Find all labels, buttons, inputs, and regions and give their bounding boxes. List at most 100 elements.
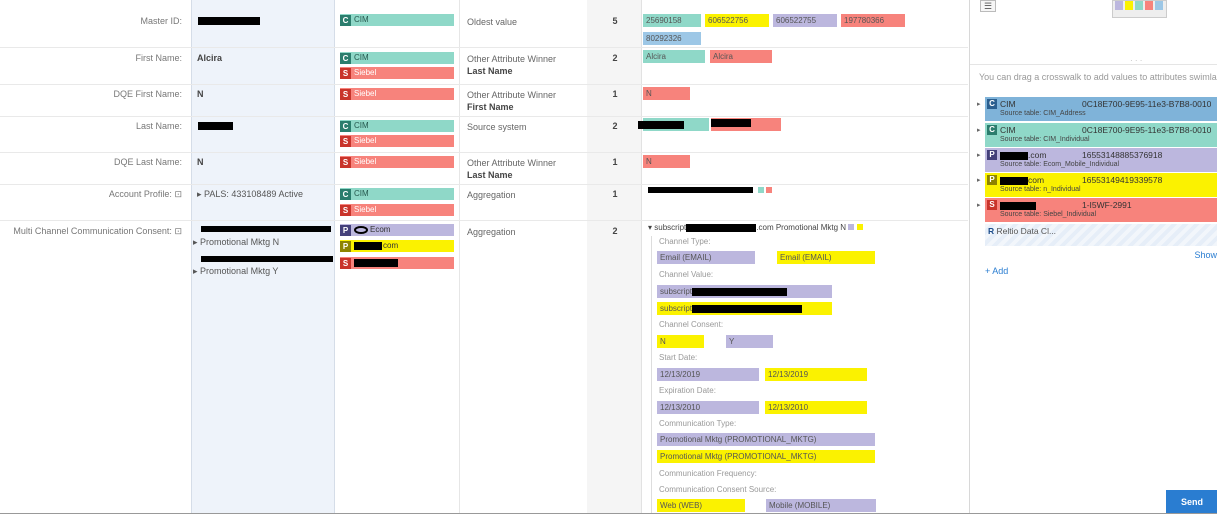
show-link[interactable]: Show: [1194, 250, 1217, 260]
source-cim[interactable]: C CIM: [340, 14, 454, 26]
count-last-name: 2: [612, 121, 618, 131]
expand-arrow-icon[interactable]: ▸: [977, 101, 981, 108]
value-chip[interactable]: 12/13/2010: [765, 401, 867, 414]
consent-item[interactable]: ▸ Promotional Mktg Y: [193, 266, 278, 277]
collapse-arrow-icon[interactable]: ▾: [648, 223, 653, 232]
crosswalk-item[interactable]: ▸ S 1-I5WF-2991 Source table: Siebel_Ind…: [977, 198, 1217, 222]
source-siebel[interactable]: S: [340, 257, 454, 269]
value-chip[interactable]: Y: [726, 335, 773, 348]
redacted-mark: [1000, 176, 1028, 185]
value-chip[interactable]: 25690158: [643, 14, 701, 27]
row-divider: [0, 152, 968, 153]
crosswalk-name: .com: [1000, 150, 1046, 160]
source-label: Ecom: [370, 225, 391, 234]
value-dqe-first-name: N: [197, 89, 204, 99]
crosswalk-id: 0C18E700-9E95-11e3-B7B8-0010: [1082, 125, 1212, 135]
source-ecom[interactable]: P Ecom: [340, 224, 454, 236]
add-crosswalk-link[interactable]: + Add: [985, 266, 1009, 276]
row-divider: [0, 47, 968, 48]
value-chip[interactable]: Mobile (MOBILE): [766, 499, 876, 512]
info-icon[interactable]: ⊡: [174, 226, 182, 236]
expand-arrow-icon[interactable]: ▸: [977, 177, 981, 184]
rule-text: Other Attribute Winner: [467, 54, 557, 64]
resize-handle[interactable]: · · ·: [1130, 56, 1143, 65]
value-chip[interactable]: subscript: [657, 285, 832, 298]
source-swatch: [758, 187, 764, 193]
label-mc-consent: Multi Channel Communication Consent: ⊡: [0, 226, 190, 237]
crosswalk-item[interactable]: ▸ P .com 16553148885376918 Source table:…: [977, 148, 1217, 172]
cim-tag-icon: C: [340, 120, 351, 132]
com-tag-icon: P: [340, 240, 351, 252]
sub-label-start-date: Start Date:: [659, 353, 698, 362]
redacted-value: [648, 187, 753, 193]
source-siebel[interactable]: S Siebel: [340, 204, 454, 216]
siebel-tag-icon: S: [340, 67, 351, 79]
value-chip[interactable]: 606522756: [705, 14, 769, 27]
panel-header: ☰ · · ·: [970, 0, 1217, 65]
expand-arrow-icon[interactable]: ▸: [977, 152, 981, 159]
crosswalk-item[interactable]: ▸ P com 16553149419339578 Source table: …: [977, 173, 1217, 197]
redacted-value: [198, 122, 233, 130]
window-bottom-border: [0, 513, 1217, 521]
info-icon[interactable]: ⊡: [174, 189, 182, 199]
thumbnail-preview: [1112, 0, 1167, 18]
value-chip[interactable]: 12/13/2019: [765, 368, 867, 381]
send-button[interactable]: Send: [1166, 490, 1217, 514]
value-chip[interactable]: 606522755: [773, 14, 837, 27]
crosswalk-name: CIM: [1000, 99, 1016, 109]
source-cim[interactable]: C CIM: [340, 52, 454, 64]
expand-arrow-icon[interactable]: ▸: [197, 189, 202, 199]
expand-arrow-icon[interactable]: ▸: [977, 127, 981, 134]
value-chip[interactable]: Web (WEB): [657, 499, 745, 512]
expand-arrow-icon[interactable]: ▸: [977, 202, 981, 209]
value-chip[interactable]: subscript: [657, 302, 832, 315]
count-mc-consent: 2: [612, 226, 618, 236]
row-divider: [0, 220, 968, 221]
consent-item[interactable]: ▸ Promotional Mktg N: [193, 237, 279, 248]
source-siebel[interactable]: S Siebel: [340, 67, 454, 79]
value-chip[interactable]: N: [657, 335, 704, 348]
redacted-mark: [686, 223, 757, 232]
value-chip[interactable]: Alcira: [710, 50, 772, 63]
crosswalk-item[interactable]: ▸ C CIM 0C18E700-9E95-11e3-B7B8-0010 Sou…: [977, 97, 1217, 121]
crosswalk-source-table: Source table: CIM_Address: [1000, 110, 1086, 117]
consent-header[interactable]: ▾ subscript .com Promotional Mktg N: [648, 223, 863, 232]
value-chip[interactable]: N: [643, 155, 690, 168]
label-dqe-first-name: DQE First Name:: [113, 89, 182, 99]
expand-arrow-icon[interactable]: ▸: [193, 237, 198, 247]
source-cim[interactable]: C CIM: [340, 120, 454, 132]
value-chip[interactable]: 12/13/2019: [657, 368, 759, 381]
crosswalk-source-table: Source table: n_Individual: [1000, 186, 1081, 193]
value-account-profile[interactable]: ▸ PALS: 433108489 Active: [197, 189, 303, 200]
menu-icon[interactable]: ☰: [980, 0, 996, 12]
value-chip[interactable]: Email (EMAIL): [777, 251, 875, 264]
crosswalk-item[interactable]: ▸ C CIM 0C18E700-9E95-11e3-B7B8-0010 Sou…: [977, 123, 1217, 147]
value-chip[interactable]: Promotional Mktg (PROMOTIONAL_MKTG): [657, 450, 875, 463]
row-divider: [0, 84, 968, 85]
crosswalk-tag-icon: P: [987, 150, 997, 160]
value-chip[interactable]: 12/13/2010: [657, 401, 759, 414]
value-chip[interactable]: 197780366: [841, 14, 905, 27]
crosswalk-id: 16553149419339578: [1082, 175, 1163, 185]
value-text: PALS: 433108489 Active: [204, 189, 303, 199]
crosswalk-tag-icon: C: [987, 99, 997, 109]
value-text: Promotional Mktg Y: [200, 266, 279, 276]
value-chip[interactable]: N: [643, 87, 690, 100]
value-chip[interactable]: Email (EMAIL): [657, 251, 755, 264]
source-siebel[interactable]: S Siebel: [340, 156, 454, 168]
siebel-tag-icon: S: [340, 135, 351, 147]
reltio-data-cleanser[interactable]: R Reltio Data Cl...: [985, 224, 1217, 246]
expand-arrow-icon[interactable]: ▸: [193, 266, 198, 276]
source-swatch: [856, 224, 863, 230]
value-chip[interactable]: Promotional Mktg (PROMOTIONAL_MKTG): [657, 433, 875, 446]
source-siebel[interactable]: S Siebel: [340, 135, 454, 147]
siebel-tag-icon: S: [340, 204, 351, 216]
value-chip[interactable]: 80292326: [643, 32, 701, 45]
value-chip[interactable]: Alcira: [643, 50, 705, 63]
source-label: Siebel: [354, 68, 377, 77]
rule-first-name: Other Attribute Winner Last Name: [467, 53, 556, 77]
source-siebel[interactable]: S Siebel: [340, 88, 454, 100]
source-cim[interactable]: C CIM: [340, 188, 454, 200]
cim-tag-icon: C: [340, 188, 351, 200]
